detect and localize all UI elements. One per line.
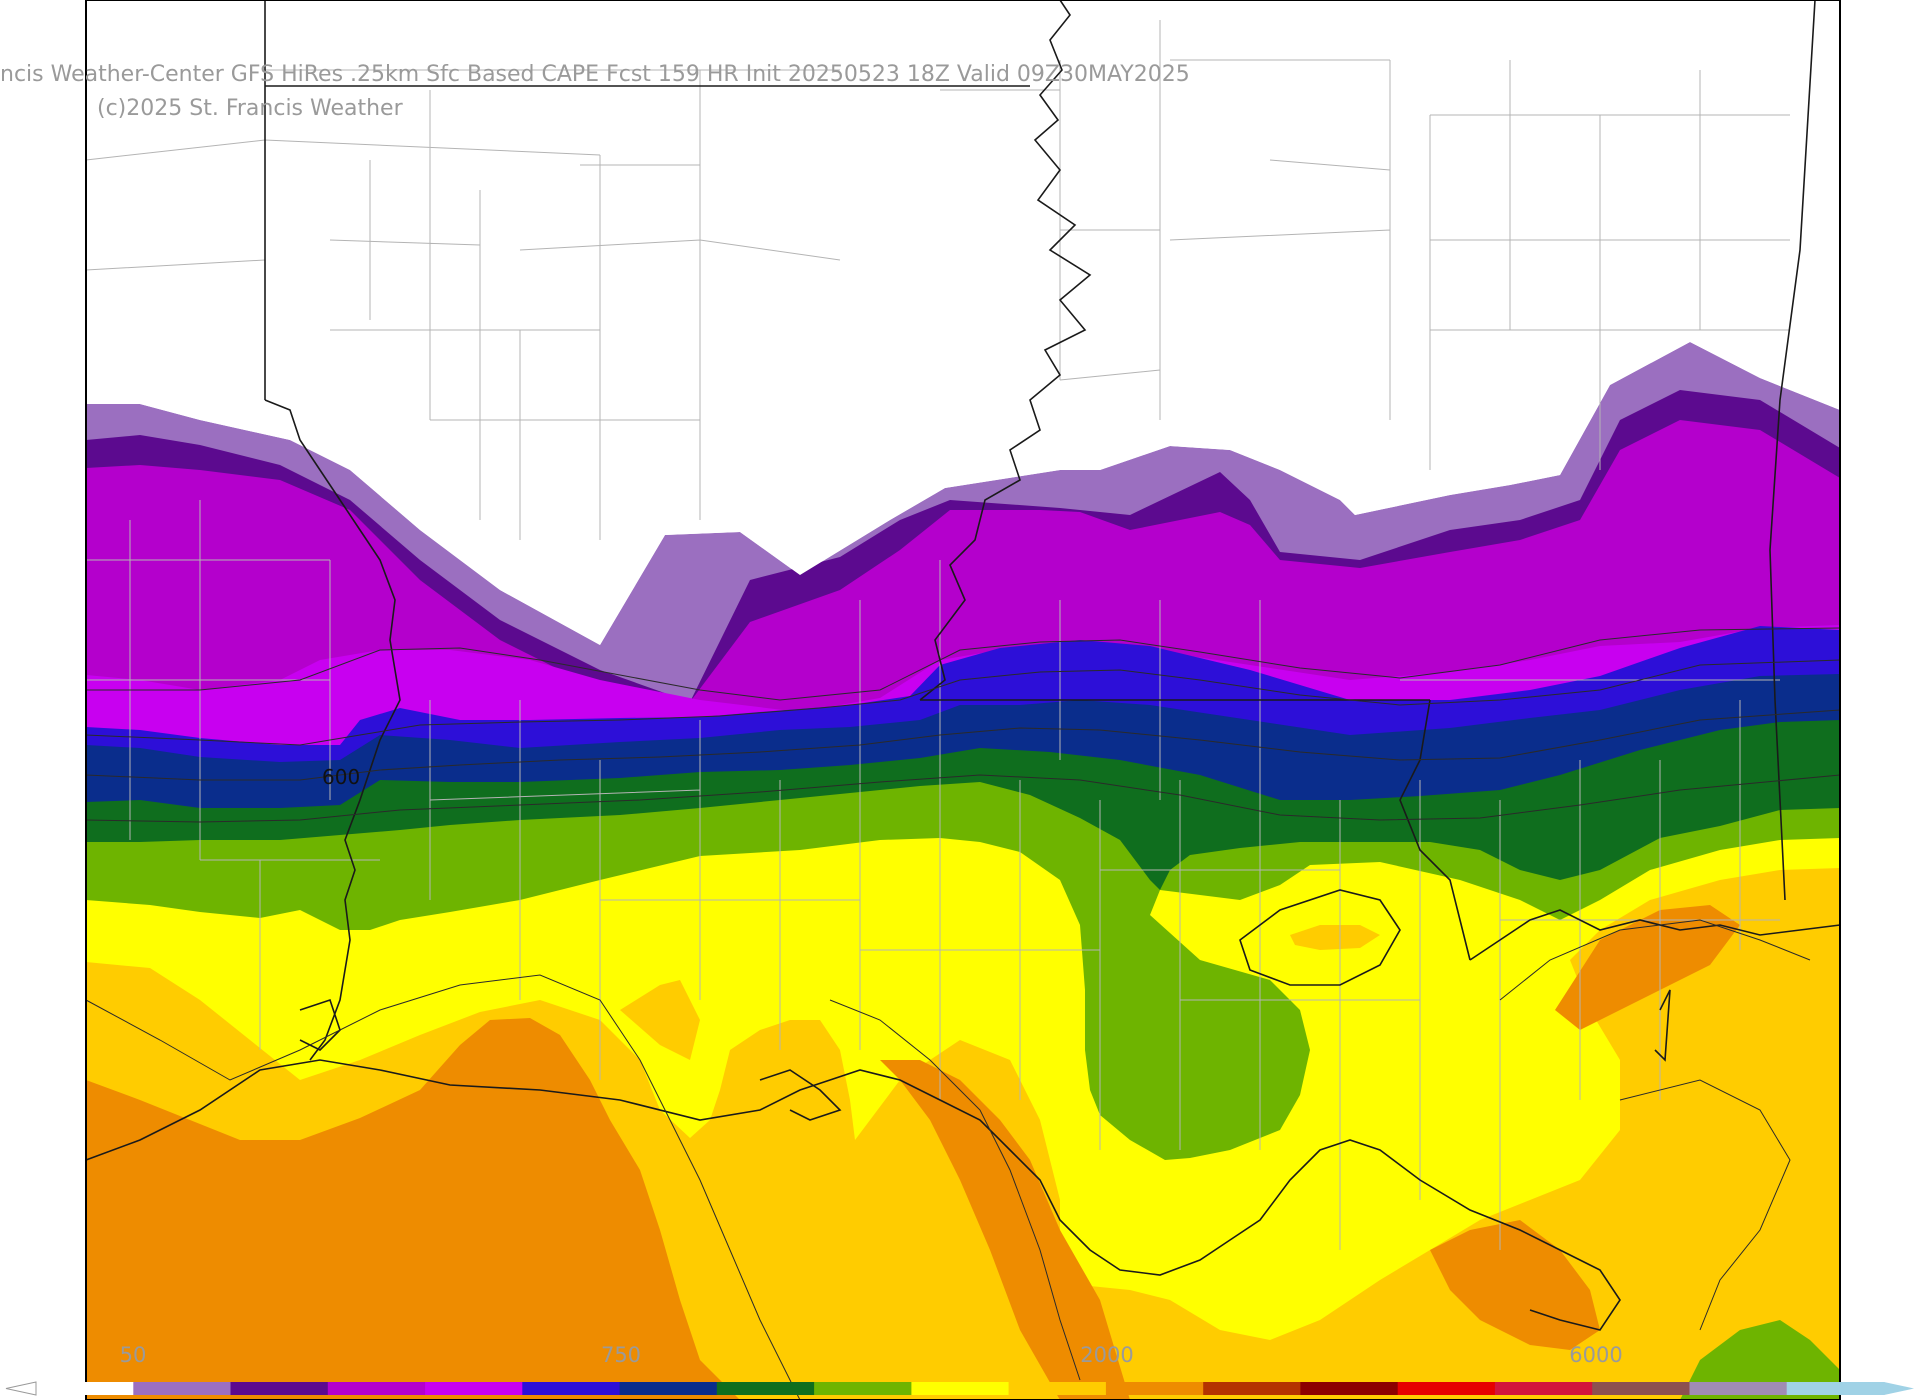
colorbar-segment: [1008, 1382, 1107, 1395]
band-orange: [86, 1018, 740, 1400]
contour-label: 600: [322, 765, 360, 789]
florida-panhandle-coast: [1469, 909, 1841, 961]
band-gold-north-blob: [1290, 925, 1380, 950]
map-copyright: (c)2025 St. Francis Weather: [97, 96, 404, 121]
texas-louisiana-border: [264, 399, 401, 1061]
band-gold-blob-2: [620, 980, 700, 1060]
band-green-southeast: [1680, 1320, 1840, 1400]
mississippi-river: [919, 0, 1092, 701]
colorbar-segment: [230, 1382, 329, 1395]
colorbar-segment: [1786, 1382, 1885, 1395]
colorbar-right-arrow: [1884, 1382, 1914, 1395]
colorbar-segment: [1494, 1382, 1593, 1395]
colorbar-segment: [911, 1382, 1010, 1395]
colorbar-segment: [133, 1382, 232, 1395]
colorbar-label-50: 50: [120, 1343, 147, 1367]
colorbar-segment: [425, 1382, 523, 1395]
colorbar-segment: [716, 1382, 815, 1395]
state-borders: [85, 0, 1841, 1331]
lake-outline: [1239, 889, 1401, 986]
colorbar-segment: [1105, 1382, 1204, 1395]
map-frame: [85, 0, 1841, 1400]
band-orange-east-1: [880, 1060, 1130, 1400]
colorbar-segment: [1397, 1382, 1496, 1395]
alabama-florida-border: [1769, 0, 1816, 901]
gulf-coastline: [85, 1059, 1621, 1331]
colorbar-label-750: 750: [601, 1343, 641, 1367]
band-orange-east-2: [1430, 1220, 1600, 1350]
map-title: ncis Weather-Center GFS HiRes .25km Sfc …: [0, 62, 1190, 87]
cape-contours: [85, 627, 1841, 1400]
colorbar-segment: [814, 1382, 912, 1395]
colorbar-segment: [327, 1382, 426, 1395]
inlet-1: [759, 1069, 842, 1121]
colorbar-label-6000: 6000: [1569, 1343, 1622, 1367]
colorbar-segment: [36, 1382, 134, 1395]
colorbar-segment: [1592, 1382, 1691, 1395]
colorbar-segment: [1203, 1382, 1302, 1395]
cape-shading: [86, 0, 1840, 1400]
band-orange-east-3: [1555, 905, 1740, 1030]
colorbar-segment: [1300, 1382, 1399, 1395]
colorbar-segment: [522, 1382, 621, 1395]
colorbar-segment: [619, 1382, 718, 1395]
colorbar-segment: [1689, 1382, 1788, 1395]
colorbar: [5, 1381, 1914, 1396]
colorbar-label-2000: 2000: [1080, 1343, 1133, 1367]
inlet-3: [1654, 989, 1671, 1062]
unshaded-north: [86, 0, 1840, 645]
colorbar-left-arrow: [5, 1381, 37, 1396]
